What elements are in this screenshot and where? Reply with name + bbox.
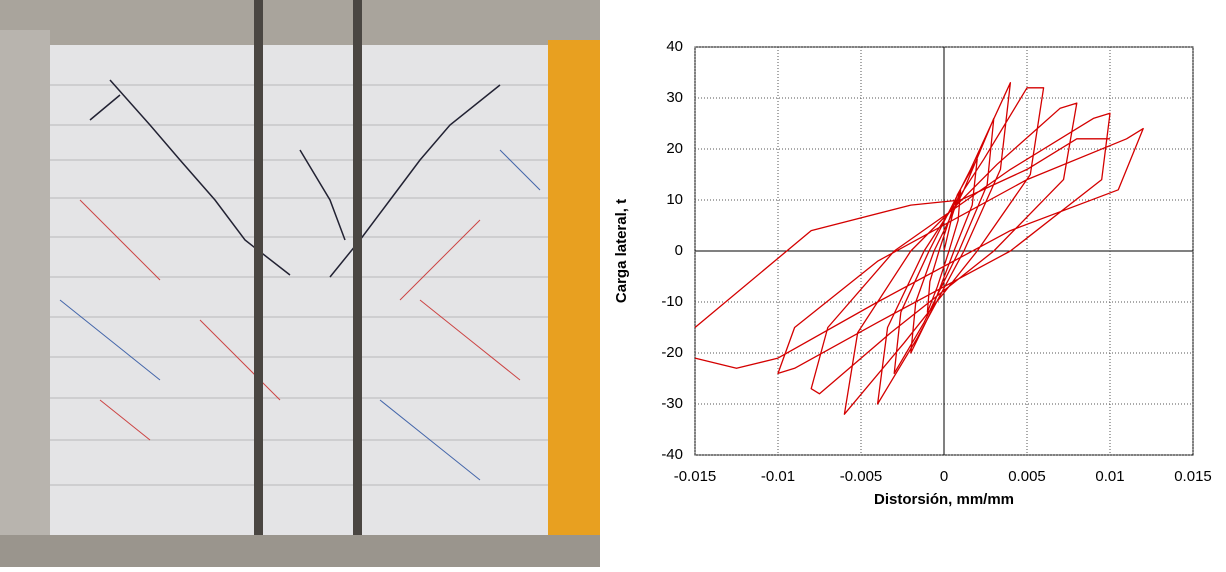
x-tick-label: 0 [940, 468, 948, 485]
y-tick-label: 20 [666, 140, 683, 157]
specimen-photo [0, 0, 600, 567]
y-tick-label: -10 [661, 293, 683, 310]
y-axis-label: Carga lateral, t [613, 199, 630, 303]
x-tick-label: 0.01 [1095, 468, 1124, 485]
x-tick-label: -0.01 [761, 468, 795, 485]
y-tick-label: 30 [666, 89, 683, 106]
y-tick-label: -40 [661, 446, 683, 463]
y-tick-label: -30 [661, 395, 683, 412]
y-tick-label: 0 [675, 242, 683, 259]
x-tick-label: 0.005 [1008, 468, 1046, 485]
figure: Distorsión, mm/mm Carga lateral, t -40 -3… [0, 0, 1226, 567]
x-axis-label: Distorsión, mm/mm [874, 491, 1014, 508]
y-tick-label: 40 [666, 38, 683, 55]
x-tick-label: -0.015 [674, 468, 717, 485]
y-tick-label: 10 [666, 191, 683, 208]
x-tick-label: 0.015 [1174, 468, 1212, 485]
y-tick-label: -20 [661, 344, 683, 361]
x-tick-label: -0.005 [840, 468, 883, 485]
